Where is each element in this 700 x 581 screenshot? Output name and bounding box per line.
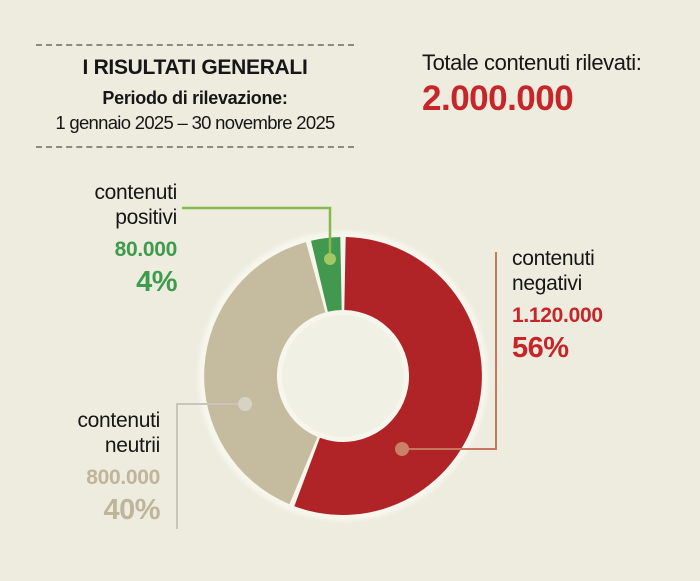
period-subtitle: Periodo di rilevazione: bbox=[102, 88, 288, 108]
segment-name-line2: positivi bbox=[115, 206, 177, 229]
segment-percent: 40% bbox=[103, 494, 160, 526]
segment-label-positivi: contenuti positivi 80.000 4% bbox=[94, 180, 177, 299]
segment-percent: 4% bbox=[136, 266, 177, 298]
donut-hole bbox=[282, 315, 404, 437]
total-block: Totale contenuti rilevati: 2.000.000 bbox=[422, 50, 642, 119]
segment-value: 800.000 bbox=[86, 466, 160, 489]
segment-name-line1: contenuti bbox=[77, 409, 160, 432]
connector-neutrii bbox=[176, 403, 245, 529]
total-value: 2.000.000 bbox=[422, 79, 574, 118]
donut-segments bbox=[204, 237, 482, 515]
connector-dot-negativi bbox=[395, 442, 409, 456]
segment-name-line2: negativi bbox=[512, 272, 582, 295]
segment-percent: 56% bbox=[512, 332, 569, 364]
connector-dot-neutrii bbox=[238, 397, 252, 411]
connector-dot-positivi bbox=[324, 253, 336, 265]
connector-negativi bbox=[402, 252, 497, 450]
header-panel: I RISULTATI GENERALI Periodo di rilevazi… bbox=[36, 44, 354, 148]
segment-label-negativi: contenuti negativi 1.120.000 56% bbox=[512, 246, 603, 365]
segment-name-line1: contenuti bbox=[512, 247, 595, 270]
page-title: I RISULTATI GENERALI bbox=[82, 56, 308, 79]
segment-name-line1: contenuti bbox=[94, 181, 177, 204]
donut-segment-negativi bbox=[294, 237, 482, 515]
segment-label-neutrii: contenuti neutrii 800.000 40% bbox=[77, 408, 160, 527]
connector-positivi bbox=[182, 206, 332, 259]
segment-value: 1.120.000 bbox=[512, 304, 603, 327]
segment-value: 80.000 bbox=[114, 238, 178, 261]
segment-name-line2: neutrii bbox=[104, 434, 160, 457]
donut-segment-neutrii bbox=[204, 242, 326, 505]
total-label: Totale contenuti rilevati: bbox=[422, 50, 642, 75]
period-range: 1 gennaio 2025 – 30 novembre 2025 bbox=[55, 112, 335, 133]
